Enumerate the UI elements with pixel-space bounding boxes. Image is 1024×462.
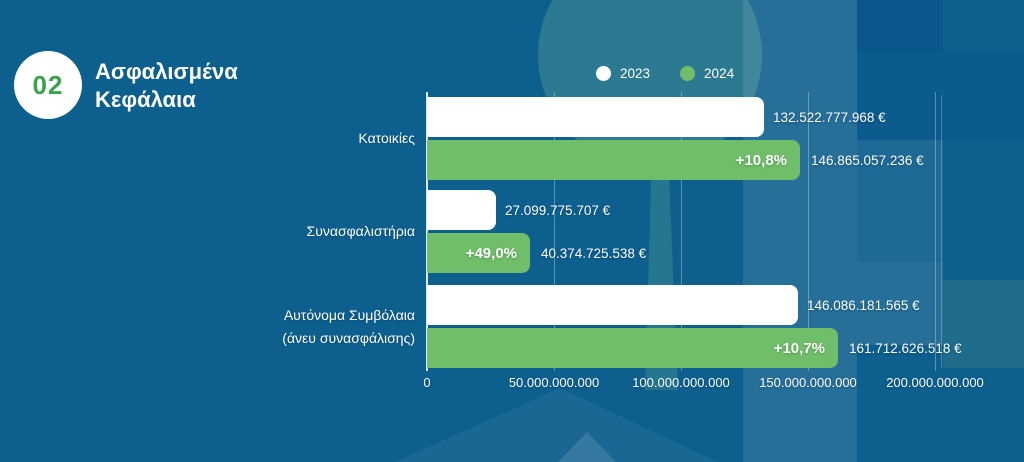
decorative-triangle-large <box>395 388 718 462</box>
delta-percent-badge: +10,8% <box>735 151 787 169</box>
chart-legend: 2023 2024 <box>596 61 734 85</box>
legend-item-2023: 2023 <box>596 65 651 81</box>
gridline <box>553 92 555 371</box>
delta-percent-badge: +10,7% <box>773 339 825 357</box>
background-shape-light-square-mid <box>857 140 943 262</box>
page-title-line2: Κεφάλαια <box>95 87 196 112</box>
axis-tick-label: 0 <box>423 375 431 390</box>
background-shape-dark-band <box>857 52 1024 140</box>
background-shape-dark-square-top <box>857 0 943 52</box>
axis-tick-label: 50.000.000.000 <box>508 375 600 390</box>
value-label-2024: 146.865.057.236 € <box>811 152 924 168</box>
category-label-line: Συνασφαλιστήρια <box>306 223 415 240</box>
gridline <box>807 92 809 371</box>
gridline-echo <box>941 95 942 368</box>
bar-2024-3: +10,7% <box>427 328 838 368</box>
axis-baseline <box>426 92 428 371</box>
gridline <box>680 92 682 371</box>
legend-label-2024: 2024 <box>704 65 735 81</box>
axis-tick-label: 200.000.000.000 <box>886 375 984 390</box>
legend-swatch-2024 <box>680 65 696 81</box>
legend-label-2023: 2023 <box>620 65 651 81</box>
category-label: Αυτόνομα Συμβόλαια (άνευ συνασφάλισης) <box>40 285 415 368</box>
background-shape-light-column <box>743 0 857 462</box>
bar-2023-3 <box>427 285 798 325</box>
background-shape-light-square-low <box>857 262 943 345</box>
category-label-line: (άνευ συνασφάλισης) <box>282 329 415 346</box>
bar-2024-2: +49,0% <box>427 233 530 273</box>
page-title: Ασφαλισμένα Κεφάλαια <box>95 58 238 114</box>
delta-percent-badge: +49,0% <box>465 244 517 262</box>
axis-tick-label: 100.000.000.000 <box>632 375 730 390</box>
category-label: Συνασφαλιστήρια <box>40 190 415 273</box>
section-number-badge: 02 <box>14 51 82 119</box>
bar-2023-2 <box>427 190 496 230</box>
page-title-line1: Ασφαλισμένα <box>95 59 238 84</box>
bar-2023-1 <box>427 97 764 137</box>
value-label-2024: 161.712.626.518 € <box>849 340 962 356</box>
category-label-line: Κατοικίες <box>358 130 415 147</box>
gridline <box>934 92 936 371</box>
value-label-2023: 146.086.181.565 € <box>807 297 920 313</box>
background-shape-teal-square <box>943 280 1024 368</box>
value-label-2023: 132.522.777.968 € <box>773 109 886 125</box>
section-number: 02 <box>32 69 64 100</box>
bar-2024-1: +10,8% <box>427 140 800 180</box>
category-label-line: Αυτόνομα Συμβόλαια <box>283 307 415 324</box>
value-label-2023: 27.099.775.707 € <box>505 202 611 218</box>
category-label: Κατοικίες <box>40 97 415 180</box>
decorative-triangle-small <box>558 432 616 462</box>
legend-swatch-2023 <box>596 65 611 81</box>
axis-tick-label: 150.000.000.000 <box>759 375 857 390</box>
value-label-2024: 40.374.725.538 € <box>541 245 647 261</box>
legend-item-2024: 2024 <box>680 65 735 81</box>
